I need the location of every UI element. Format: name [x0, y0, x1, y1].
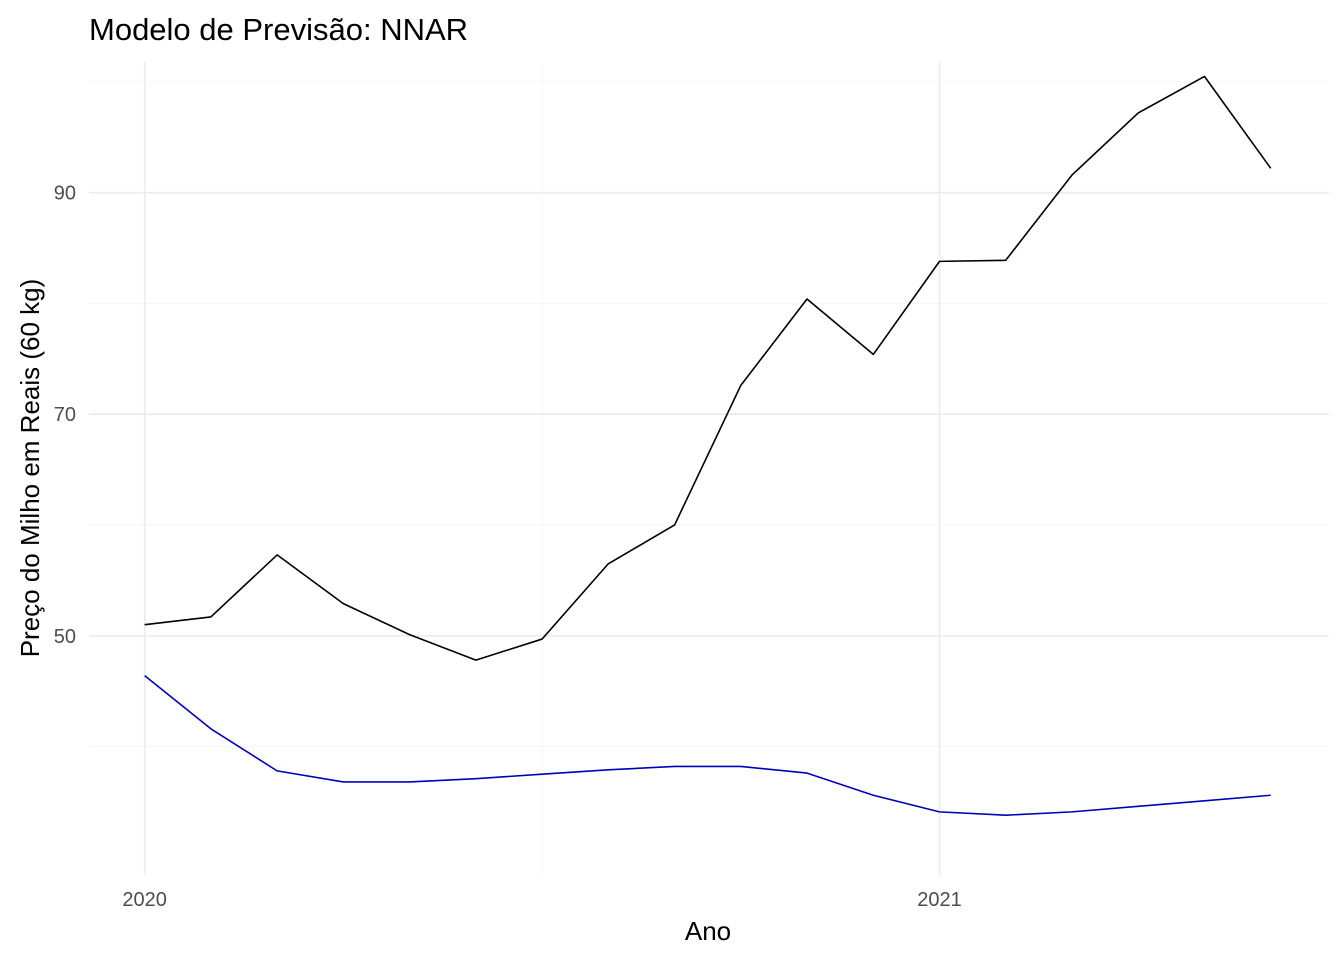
minor-gridlines	[89, 62, 1329, 875]
y-tick-label: 50	[54, 626, 76, 648]
y-tick-label: 70	[54, 404, 76, 426]
series-line-forecast	[144, 675, 1271, 816]
y-axis-title: Preço do Milho em Reais (60 kg)	[15, 279, 45, 658]
major-gridlines	[89, 62, 1329, 875]
x-axis-tick-labels: 2020 2021	[122, 889, 961, 911]
x-tick-label: 2021	[917, 889, 962, 911]
series-layer	[144, 75, 1272, 816]
y-tick-label: 90	[54, 183, 76, 205]
series-line-observed	[144, 75, 1272, 661]
chart-title: Modelo de Previsão: NNAR	[89, 12, 468, 47]
y-axis-tick-labels: 50 70 90	[54, 183, 76, 648]
x-tick-label: 2020	[122, 889, 167, 911]
x-axis-title: Ano	[685, 916, 731, 946]
